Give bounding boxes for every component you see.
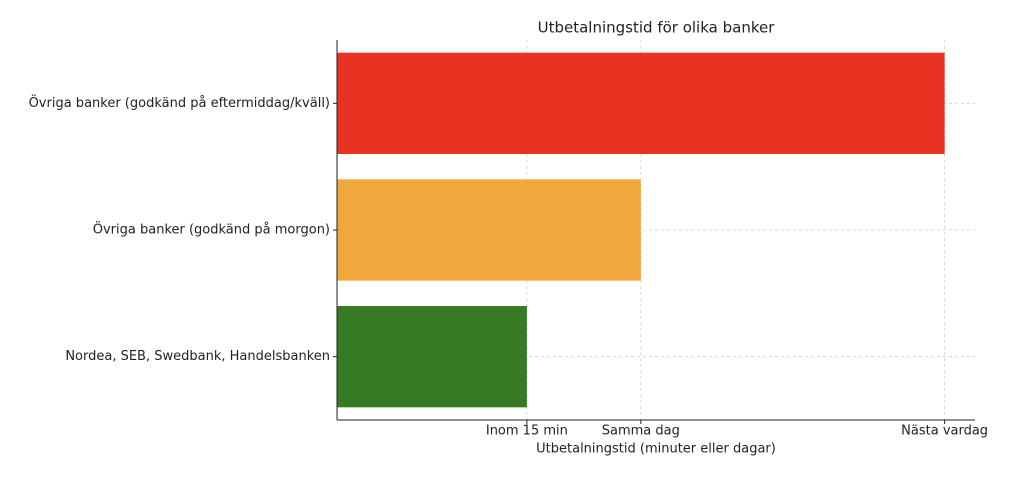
x-tick-label: Inom 15 min — [486, 424, 568, 439]
x-axis-label: Utbetalningstid (minuter eller dagar) — [536, 442, 776, 457]
y-tick-label: Övriga banker (godkänd på morgon) — [93, 221, 330, 238]
chart-title: Utbetalningstid för olika banker — [538, 19, 776, 37]
x-tick-label: Nästa vardag — [901, 424, 988, 439]
bar — [337, 52, 945, 154]
bar — [337, 179, 641, 281]
x-tick-label: Samma dag — [602, 424, 680, 439]
y-tick-label: Övriga banker (godkänd på eftermiddag/kv… — [29, 94, 330, 111]
y-tick-label: Nordea, SEB, Swedbank, Handelsbanken — [65, 349, 330, 364]
bar — [337, 306, 527, 408]
